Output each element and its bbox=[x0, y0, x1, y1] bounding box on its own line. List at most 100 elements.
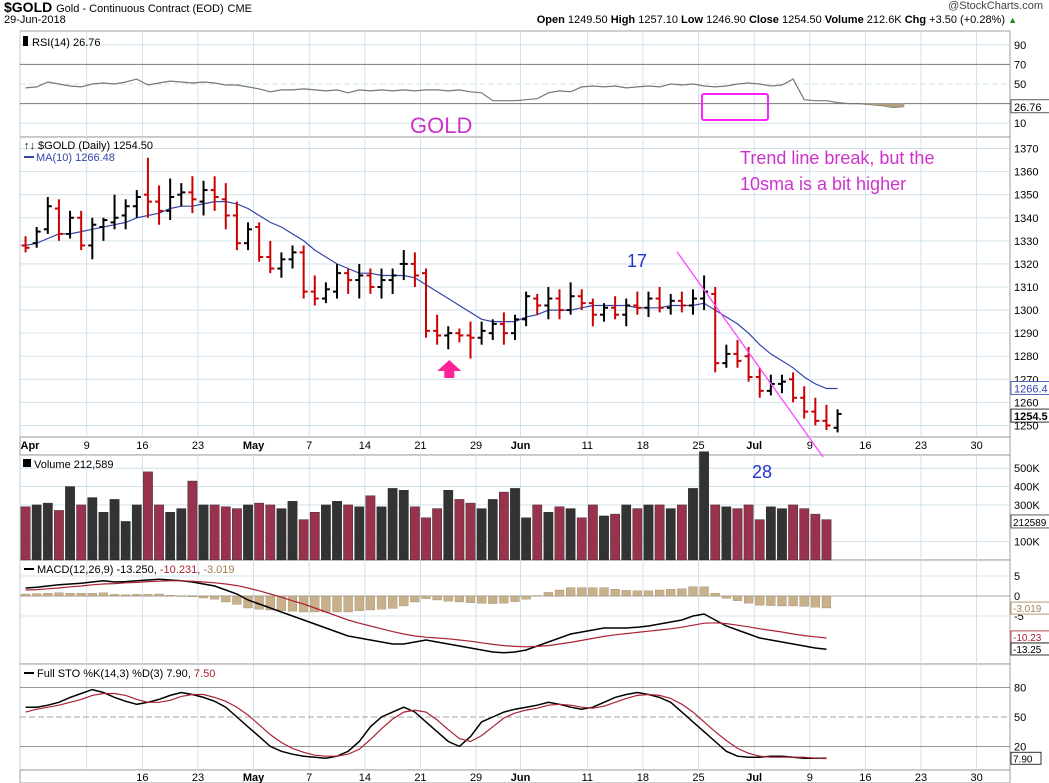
macd-histogram-bar bbox=[198, 595, 209, 599]
macd-histogram-bar bbox=[677, 588, 687, 597]
price-last-label: 1254.5 bbox=[1014, 411, 1048, 423]
macd-histogram-bar bbox=[766, 595, 776, 606]
rsi-y-tick: 50 bbox=[1014, 79, 1026, 91]
ohlc-bar bbox=[622, 298, 631, 327]
x-tick-label: 30 bbox=[971, 440, 983, 452]
ohlc-bar bbox=[210, 176, 219, 211]
macd-histogram-bar bbox=[187, 595, 198, 597]
macd-histogram-bar bbox=[499, 595, 509, 604]
sto-y-tick: 20 bbox=[1014, 741, 1026, 753]
macd-histogram-bar bbox=[732, 595, 743, 601]
price-legend-ma: MA(10) 1266.48 bbox=[36, 152, 115, 164]
volume-bar bbox=[298, 519, 309, 561]
macd-histogram-bar bbox=[721, 595, 731, 599]
ohlc-bar bbox=[21, 236, 30, 253]
volume-bar bbox=[487, 499, 498, 561]
macd-histogram-bar bbox=[610, 589, 620, 597]
volume-bar bbox=[365, 495, 376, 561]
vol-y-tick: 100K bbox=[1014, 537, 1040, 549]
vol-y-tick: 300K bbox=[1014, 500, 1040, 512]
macd-last-label: -10.23 bbox=[1013, 633, 1042, 644]
ohlc-bar bbox=[410, 252, 419, 287]
rsi-y-tick: 70 bbox=[1014, 59, 1026, 71]
ohlc-bar bbox=[32, 227, 41, 248]
volume-bar bbox=[65, 486, 75, 561]
open-value: 1249.50 bbox=[567, 14, 608, 26]
panel-xax2 bbox=[19, 769, 1011, 783]
chg-value: +3.50 (+0.28%) bbox=[929, 14, 1006, 26]
ohlc-bar bbox=[777, 374, 786, 394]
volume-legend-icon bbox=[23, 459, 31, 467]
macd-histogram-bar bbox=[821, 595, 832, 609]
ohlc-bar bbox=[599, 303, 608, 322]
ohlc-bar bbox=[566, 282, 575, 315]
volume-bar bbox=[387, 488, 398, 561]
ohlc-bar bbox=[66, 210, 75, 239]
volume-bar bbox=[754, 519, 765, 561]
trend-note-line2: 10sma is a bit higher bbox=[740, 174, 906, 194]
macd-histogram-bar bbox=[488, 595, 498, 604]
ohlc-bar bbox=[655, 287, 664, 313]
macd-histogram-bar bbox=[810, 595, 820, 608]
macd-histogram-bar bbox=[121, 594, 131, 597]
macd-y-tick: -5 bbox=[1014, 611, 1024, 623]
macd-histogram-bar bbox=[632, 590, 642, 597]
ohlc-bar bbox=[544, 287, 553, 320]
x-tick-label-bottom: May bbox=[243, 772, 265, 783]
close-value: 1254.50 bbox=[781, 14, 822, 26]
ohlc-bar bbox=[155, 185, 164, 225]
macd-histogram-bar bbox=[788, 595, 798, 607]
macd-histogram-bar bbox=[777, 595, 787, 607]
ohlc-bar bbox=[722, 344, 731, 368]
x-tick-label-bottom: Jun bbox=[511, 772, 531, 783]
x-tick-label-bottom: 14 bbox=[359, 772, 371, 783]
macd-histogram-bar bbox=[343, 595, 353, 613]
symbol-title: $GOLD Gold - Continuous Contract (EOD) C… bbox=[4, 0, 252, 15]
rsi-y-tick: 90 bbox=[1014, 40, 1026, 52]
ohlc-bar bbox=[811, 397, 820, 426]
sto-last-label: 7.90 bbox=[1013, 754, 1033, 765]
x-tick-label: 11 bbox=[582, 440, 593, 452]
ohlc-bar bbox=[499, 312, 508, 345]
volume-bar bbox=[354, 506, 365, 561]
ohlc-bar bbox=[43, 197, 52, 234]
rsi-last-tag bbox=[1010, 99, 1049, 114]
macd-histogram-bar bbox=[276, 595, 287, 611]
sto-y-tick: 80 bbox=[1014, 683, 1026, 695]
macd-histogram-bar bbox=[666, 589, 676, 597]
price-last-tag bbox=[1010, 408, 1049, 423]
ohlc-bar bbox=[344, 268, 353, 294]
ohlc-bar bbox=[132, 190, 141, 218]
macd-histogram-bar bbox=[43, 593, 53, 597]
macd-histogram-bar bbox=[543, 592, 553, 597]
x-tick-label-bottom: 18 bbox=[637, 772, 649, 783]
macd-histogram-bar bbox=[577, 587, 587, 597]
x-tick-label: 23 bbox=[915, 440, 927, 452]
ohlc-bar bbox=[800, 386, 809, 419]
ohlc-bar bbox=[199, 180, 208, 216]
ohlc-bar bbox=[77, 210, 86, 251]
price-y-tick: 1250 bbox=[1014, 420, 1038, 432]
volume-bar bbox=[554, 506, 565, 561]
ohlc-bar bbox=[188, 176, 197, 214]
volume-bar bbox=[788, 504, 798, 561]
sto-y-tick: 50 bbox=[1014, 712, 1026, 724]
macd-histogram-bar bbox=[399, 595, 409, 607]
volume-bar bbox=[621, 504, 632, 561]
brand-link[interactable]: @StockCharts.com bbox=[948, 0, 1043, 12]
volume-bar bbox=[309, 512, 320, 561]
ohlc-bar bbox=[577, 289, 586, 311]
volume-bar bbox=[20, 506, 31, 561]
sto-k-line bbox=[25, 688, 827, 759]
price-legend-symbol: ↑↓ $GOLD (Daily) 1254.50 bbox=[24, 140, 153, 152]
price-y-tick: 1280 bbox=[1014, 351, 1038, 363]
x-tick-label-bottom: 21 bbox=[414, 772, 426, 783]
high-label: High bbox=[610, 14, 636, 26]
volume-bar bbox=[54, 510, 64, 561]
vol-y-tick: 500K bbox=[1014, 463, 1040, 475]
ohlc-bar bbox=[522, 291, 531, 327]
chg-label: Chg bbox=[904, 14, 927, 26]
ohlc-bar bbox=[221, 183, 230, 230]
x-tick-label: 16 bbox=[859, 440, 871, 452]
volume-bar bbox=[465, 502, 476, 561]
